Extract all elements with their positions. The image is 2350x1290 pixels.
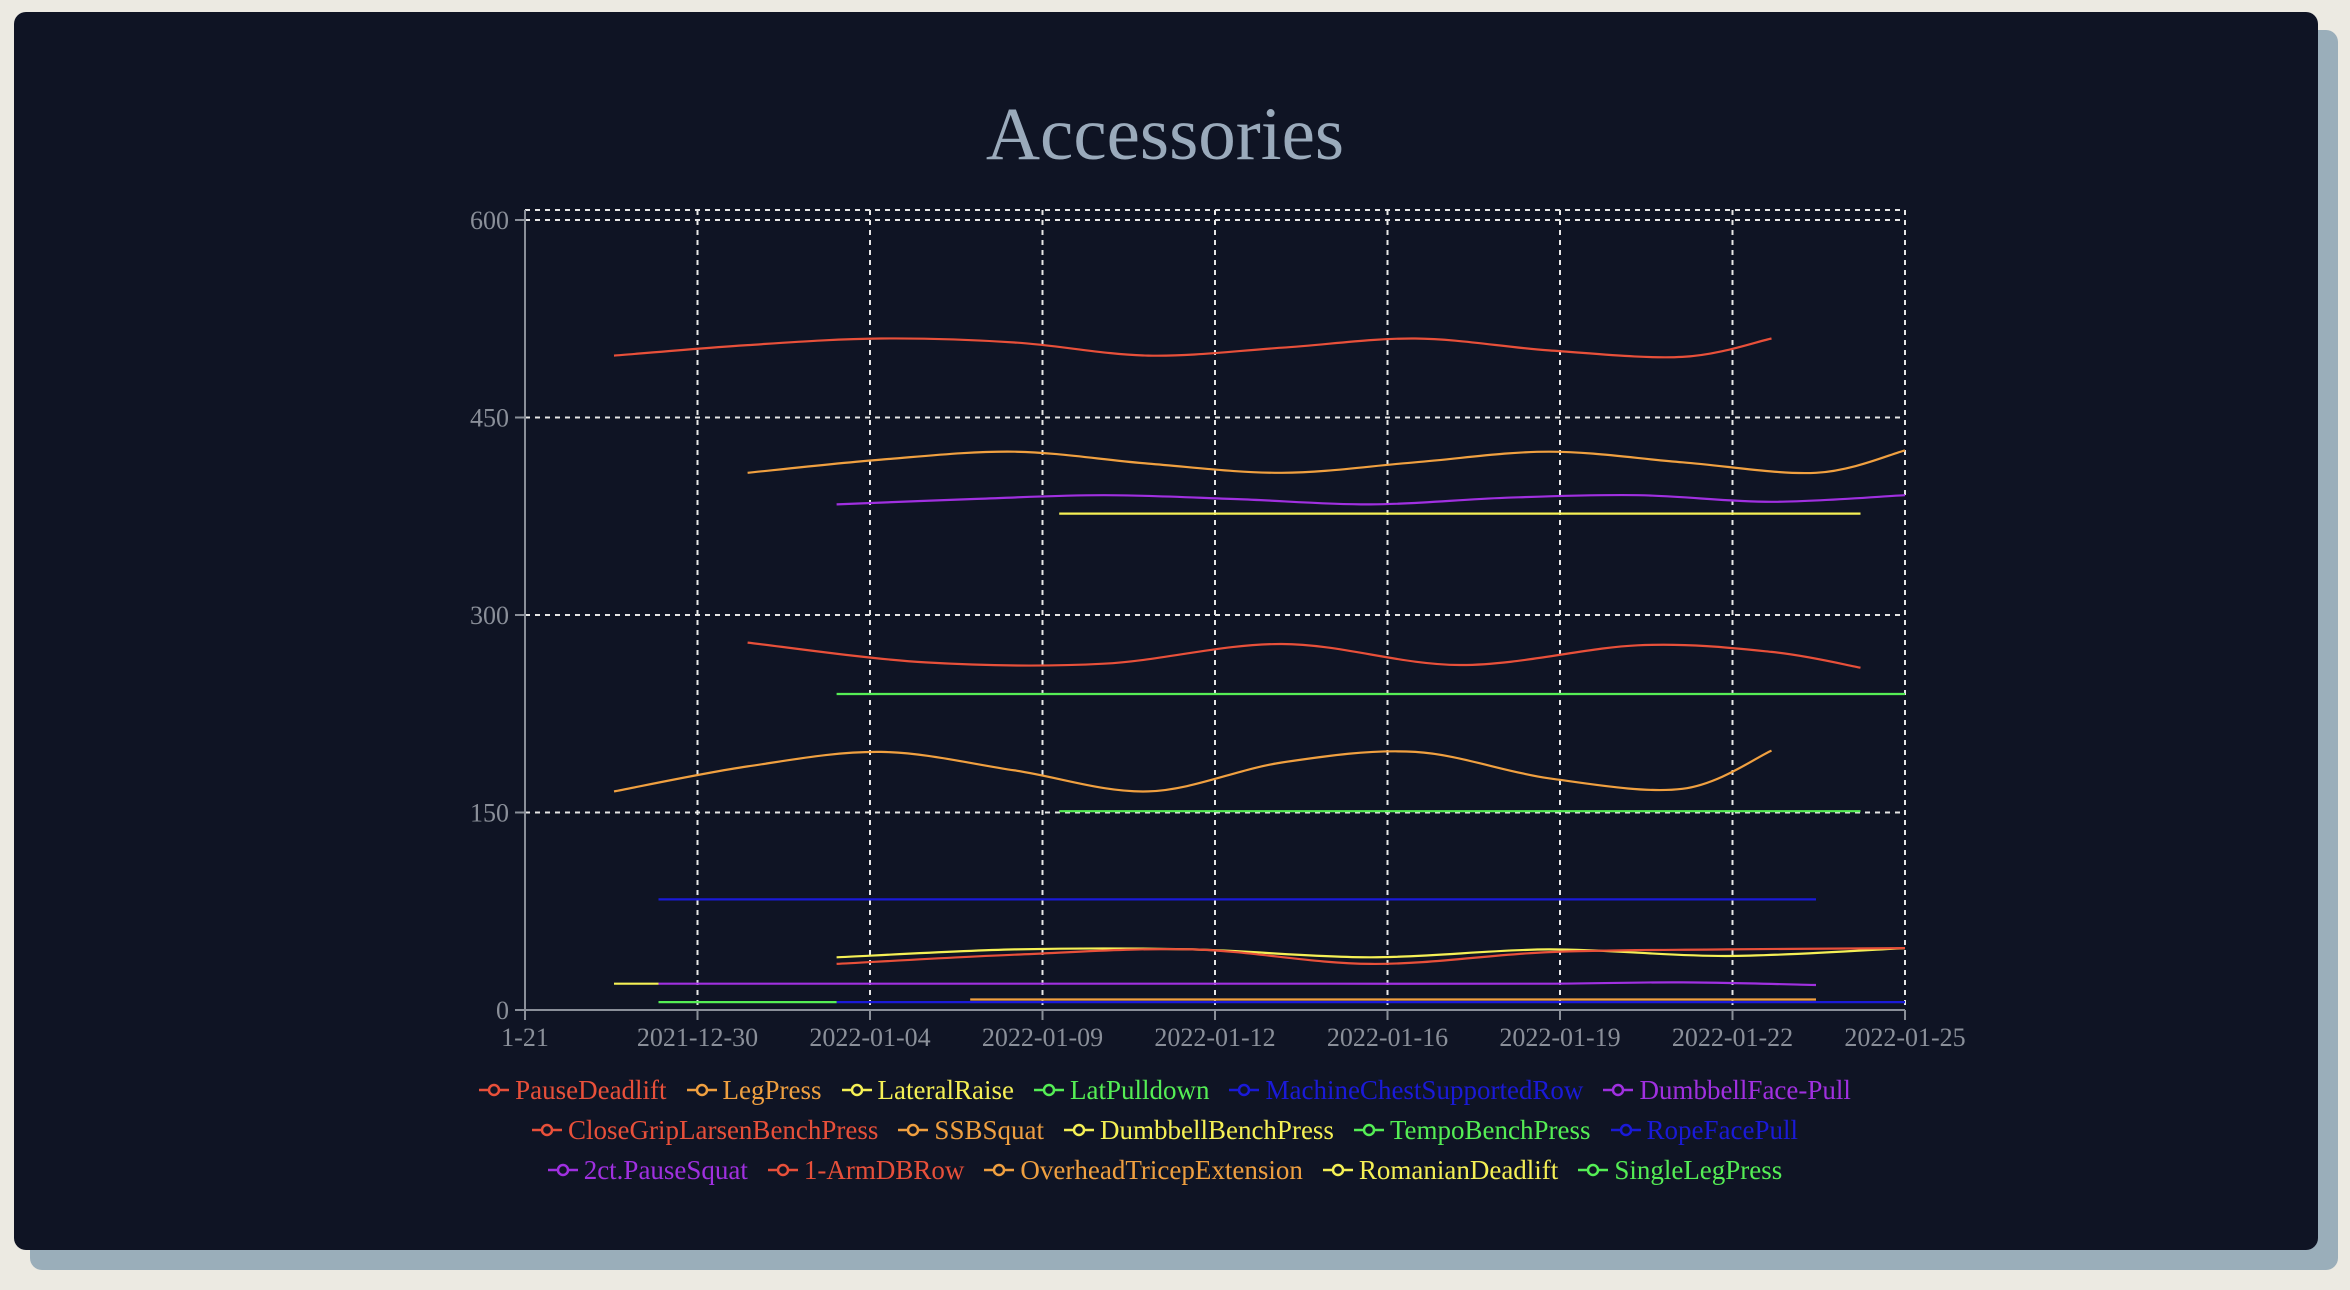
- legend-label: DumbbellBenchPress: [1099, 1114, 1334, 1145]
- x-tick-label: 1-21: [501, 1023, 549, 1052]
- legend-label: SSBSquat: [934, 1114, 1044, 1145]
- legend-item[interactable]: CloseGripLarsenBenchPress: [531, 1114, 879, 1146]
- legend-label: 1-ArmDBRow: [803, 1154, 965, 1185]
- axis-layer: 0 150 300 450 600 1-21 2021-12-30 2022-01-04 202…: [470, 206, 1966, 1052]
- legend-item[interactable]: LateralRaise: [841, 1074, 1014, 1106]
- legend-label: LatPulldown: [1069, 1074, 1210, 1105]
- series-line-closegriplarsenbenchpress: [747, 641, 1861, 669]
- legend-item[interactable]: MachineChestSupportedRow: [1229, 1075, 1583, 1106]
- x-tick-label: 2022-01-09: [982, 1023, 1103, 1052]
- chart-card: [14, 12, 2318, 1250]
- legend-item[interactable]: SingleLegPress: [1578, 1155, 1782, 1186]
- legend-label: RomanianDeadlift: [1358, 1154, 1559, 1185]
- legend-marker-icon: [686, 1083, 717, 1097]
- y-tick-label: 600: [470, 206, 509, 235]
- series-line-dumbbellbenchpress: [836, 947, 1906, 959]
- legend-label: CloseGripLarsenBenchPress: [567, 1114, 879, 1145]
- legend-marker-icon: [898, 1123, 929, 1137]
- x-tick-label: 2022-01-16: [1327, 1023, 1448, 1052]
- legend-marker-icon: [1610, 1123, 1641, 1137]
- legend-row: PauseDeadlift LegPress LateralRaise LatPull…: [469, 1070, 1861, 1110]
- series-line-1-armdbrow: [836, 947, 1906, 966]
- legend-item[interactable]: OverheadTricepExtension: [984, 1154, 1303, 1186]
- x-tick-label: 2022-01-19: [1499, 1023, 1620, 1052]
- legend-marker-icon: [1322, 1163, 1353, 1177]
- legend-marker-icon: [1033, 1083, 1064, 1097]
- legend-label: OverheadTricepExtension: [1020, 1154, 1303, 1185]
- legend-item[interactable]: TempoBenchPress: [1353, 1114, 1591, 1146]
- legend-marker-icon: [984, 1163, 1015, 1177]
- x-tick-label: 2022-01-12: [1154, 1023, 1275, 1052]
- series-line-pausedeadlift: [613, 337, 1772, 359]
- legend-item[interactable]: RomanianDeadlift: [1322, 1154, 1559, 1186]
- series-line-2ct-pausesquat: [658, 981, 1817, 987]
- x-tick-label: 2022-01-25: [1844, 1023, 1965, 1052]
- legend-item[interactable]: 2ct.PauseSquat: [547, 1154, 748, 1186]
- legend-label: MachineChestSupportedRow: [1265, 1074, 1584, 1105]
- y-tick-label: 0: [496, 996, 509, 1025]
- legend-marker-icon: [479, 1083, 510, 1097]
- series-line-legpress: [747, 449, 1906, 475]
- series-line-ssbsquat: [613, 749, 1772, 793]
- legend-marker-icon: [841, 1083, 872, 1097]
- x-tick-label: 2021-12-30: [637, 1023, 758, 1052]
- chart-title: Accessories: [985, 93, 1345, 176]
- series-line-dumbbellface-pull: [836, 493, 1906, 506]
- legend-marker-icon: [1063, 1123, 1094, 1137]
- legend-label: DumbbellFace-Pull: [1639, 1074, 1851, 1105]
- legend-marker-icon: [547, 1163, 578, 1177]
- y-tick-label: 300: [470, 601, 509, 630]
- legend-label: RopeFacePull: [1646, 1114, 1799, 1145]
- legend-label: TempoBenchPress: [1389, 1114, 1591, 1145]
- legend-item[interactable]: SSBSquat: [898, 1115, 1044, 1146]
- grid-layer: [525, 209, 1906, 1010]
- x-tick-label: 2022-01-22: [1672, 1023, 1793, 1052]
- y-tick-label: 150: [470, 799, 509, 828]
- legend-marker-icon: [1353, 1123, 1384, 1137]
- legend-marker-icon: [1578, 1163, 1609, 1177]
- legend-row: 2ct.PauseSquat 1-ArmDBRow OverheadTricepEx…: [538, 1150, 1793, 1190]
- legend-label: LegPress: [722, 1074, 822, 1105]
- legend-label: LateralRaise: [877, 1074, 1014, 1105]
- x-tick-label: 2022-01-04: [809, 1023, 930, 1052]
- legend-marker-icon: [767, 1163, 798, 1177]
- legend: PauseDeadlift LegPress LateralRaise LatPull…: [0, 1070, 2330, 1190]
- legend-item[interactable]: RopeFacePull: [1610, 1114, 1799, 1146]
- legend-marker-icon: [531, 1123, 562, 1137]
- legend-label: PauseDeadlift: [515, 1074, 667, 1105]
- legend-item[interactable]: DumbbellBenchPress: [1063, 1114, 1334, 1146]
- legend-item[interactable]: 1-ArmDBRow: [767, 1154, 965, 1186]
- legend-marker-icon: [1229, 1083, 1260, 1097]
- legend-row: CloseGripLarsenBenchPress SSBSquat Dumbbel…: [522, 1110, 1808, 1150]
- legend-item[interactable]: LatPulldown: [1033, 1074, 1210, 1106]
- legend-item[interactable]: DumbbellFace-Pull: [1603, 1074, 1851, 1106]
- legend-label: SingleLegPress: [1614, 1154, 1783, 1185]
- series-layer: [613, 337, 1906, 1004]
- legend-item[interactable]: PauseDeadlift: [479, 1074, 667, 1106]
- legend-item[interactable]: LegPress: [686, 1074, 822, 1106]
- legend-label: 2ct.PauseSquat: [583, 1154, 748, 1185]
- y-tick-label: 450: [470, 404, 509, 433]
- legend-marker-icon: [1603, 1083, 1634, 1097]
